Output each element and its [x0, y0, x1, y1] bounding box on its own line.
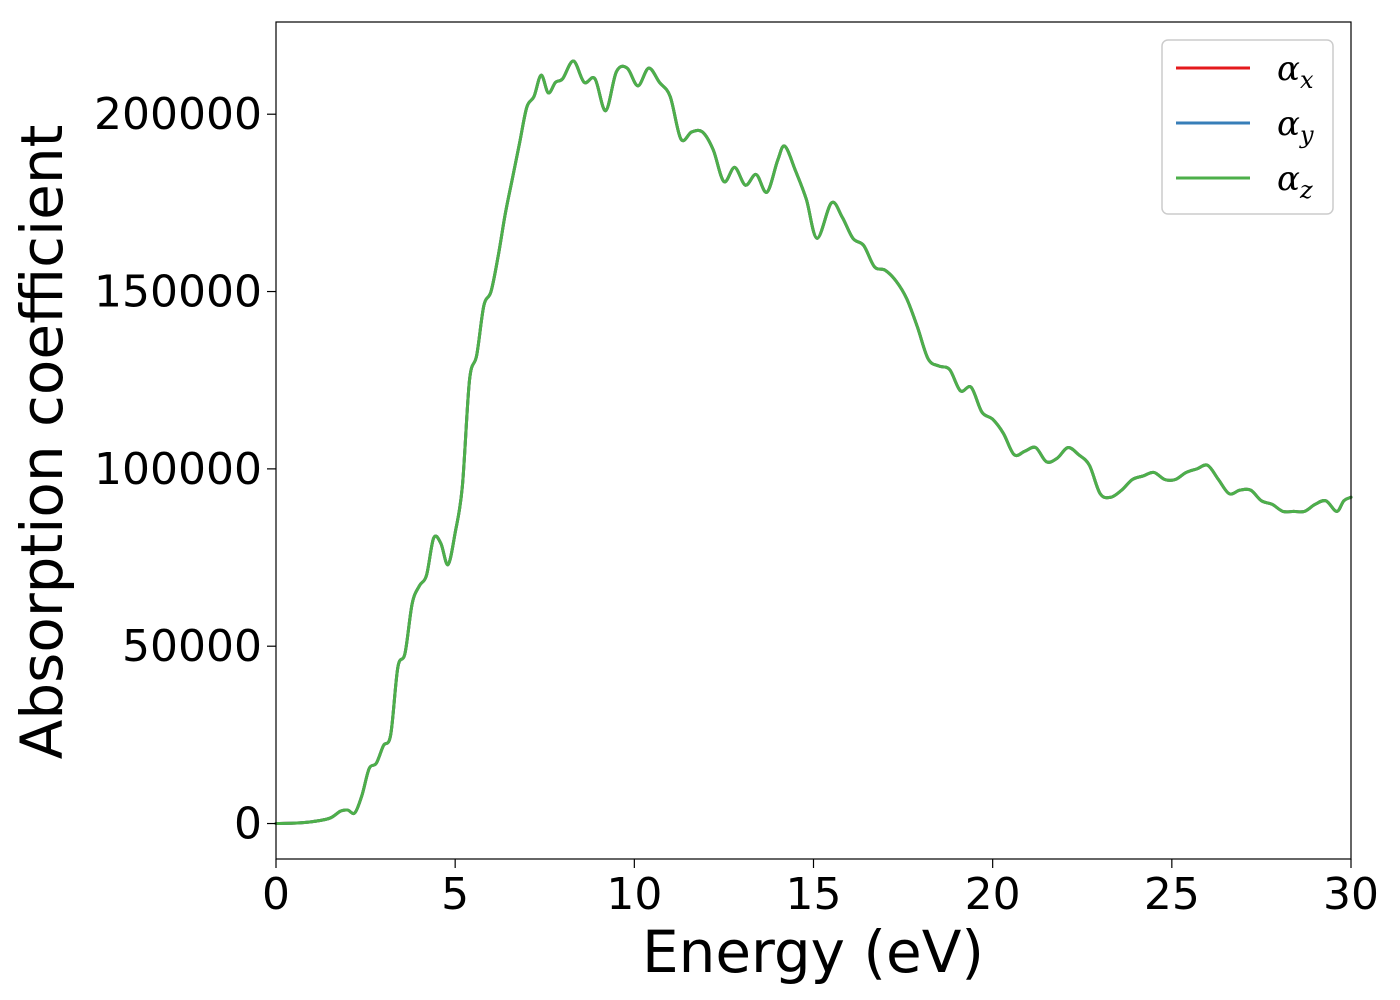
- y-tick-label: 150000: [94, 267, 262, 318]
- legend-label-base: α: [1277, 49, 1300, 89]
- legend-label-y: αy: [1277, 104, 1314, 149]
- y-axis-title: Absorption coefficient: [8, 125, 76, 760]
- series-line-z: [274, 59, 1353, 826]
- legend-label-subscript: y: [1299, 121, 1314, 149]
- y-tick-label: 200000: [94, 89, 262, 140]
- legend-label-base: α: [1277, 104, 1300, 144]
- legend-label-subscript: x: [1300, 66, 1314, 94]
- x-tick-label: 10: [606, 869, 662, 920]
- legend-label-z: αz: [1277, 159, 1313, 204]
- x-axis: 0 5 10 15 20 25 30: [262, 859, 1379, 920]
- x-tick-label: 30: [1323, 869, 1379, 920]
- x-tick-label: 25: [1144, 869, 1200, 920]
- legend-label-subscript: z: [1299, 176, 1313, 204]
- legend-label-base: α: [1277, 159, 1300, 199]
- x-tick-label: 0: [262, 869, 290, 920]
- series-layer: [274, 59, 1353, 826]
- y-axis: 0 50000 100000 150000 200000: [94, 89, 276, 850]
- legend-box: [1161, 39, 1334, 215]
- y-tick-label: 100000: [94, 444, 262, 495]
- x-tick-label: 20: [965, 869, 1021, 920]
- x-axis-title: Energy (eV): [642, 918, 984, 986]
- x-tick-label: 15: [786, 869, 842, 920]
- y-tick-label: 0: [234, 799, 262, 850]
- x-tick-label: 5: [441, 869, 469, 920]
- y-tick-label: 50000: [122, 621, 262, 672]
- legend-label-x: αx: [1277, 49, 1314, 94]
